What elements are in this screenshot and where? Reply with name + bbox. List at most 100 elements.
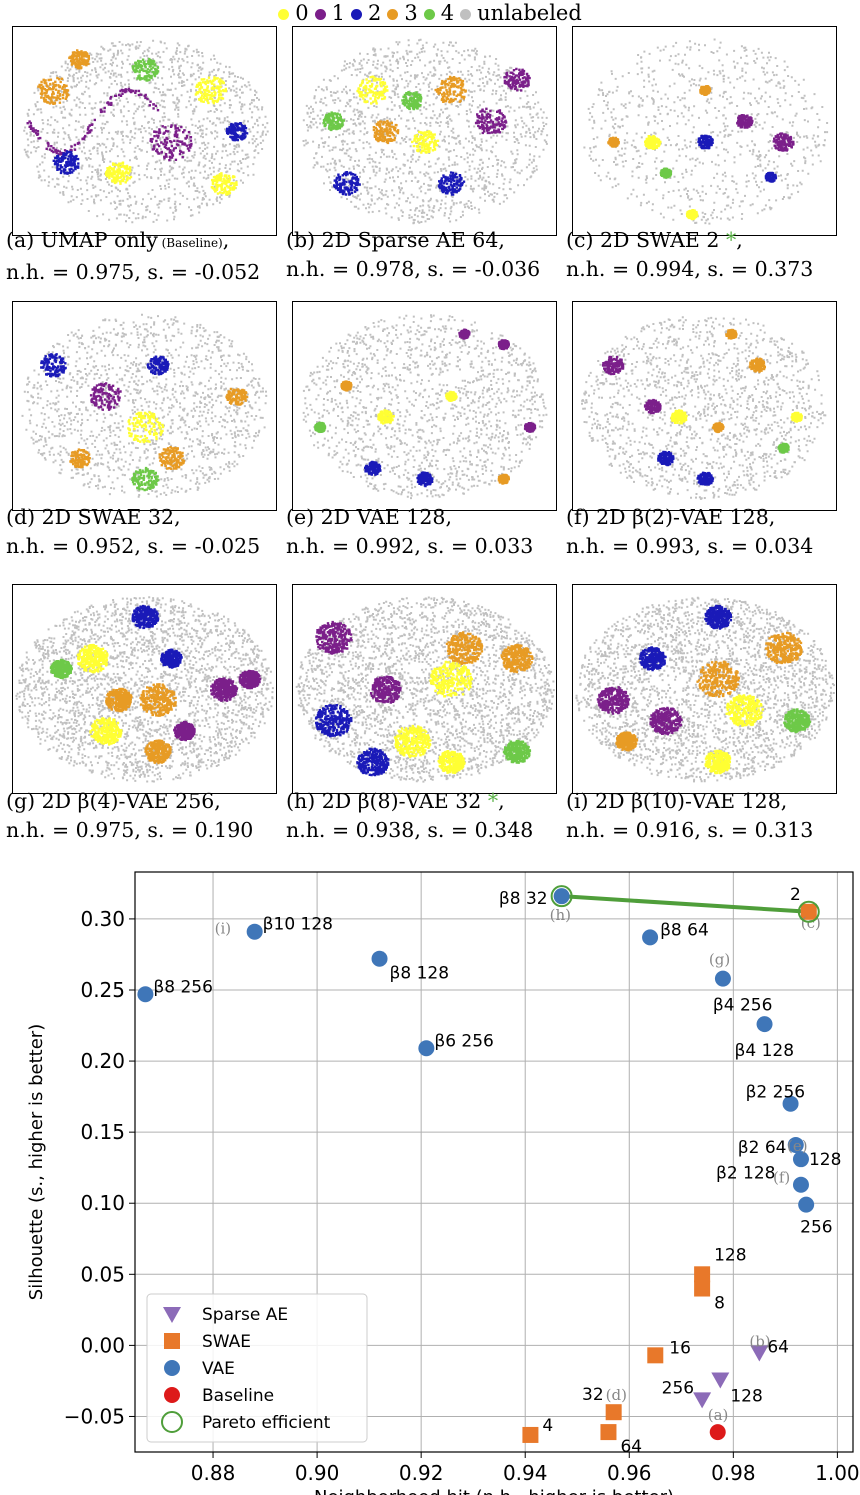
class-1-points	[772, 132, 795, 152]
embedding-plot-f	[572, 301, 837, 511]
class-2-points	[146, 355, 170, 376]
class-1-points	[458, 328, 471, 340]
pareto-marker	[797, 900, 820, 923]
embedding-plot-a	[12, 26, 277, 236]
class-1-points	[649, 706, 683, 736]
class-3-points	[445, 631, 484, 665]
embedding-plot-c	[572, 26, 837, 236]
caption-line1: (e) 2D VAE 128,	[286, 505, 452, 529]
legend-label: 0	[295, 1, 309, 25]
embedding-points	[21, 313, 268, 498]
point-label: β2 128	[716, 1164, 776, 1184]
embedding-plot-b	[292, 26, 557, 236]
point-label: 256	[662, 1378, 694, 1398]
panel-reference: (e)	[787, 1137, 808, 1155]
class-4-points	[322, 111, 346, 132]
point-label: β4 256	[713, 996, 773, 1016]
point-label: 64	[620, 1437, 642, 1457]
embedding-points	[302, 314, 548, 500]
caption-line1: (c) 2D SWAE 2 *,	[566, 228, 743, 252]
point-label: β2 256	[746, 1083, 806, 1103]
legend-marker	[161, 1411, 183, 1433]
caption-e: (e) 2D VAE 128, n.h. = 0.992, s. = 0.033	[286, 503, 574, 561]
point-label: β2 64	[738, 1138, 787, 1158]
class-3-points	[158, 446, 186, 470]
class-2-points	[225, 122, 249, 142]
point-label: 32	[582, 1385, 604, 1405]
caption-line1: (h) 2D β(8)-VAE 32 *,	[286, 789, 505, 813]
class-2-points	[639, 646, 667, 672]
swae-point	[694, 1280, 711, 1297]
vae-point	[246, 923, 263, 940]
sparse-ae-point	[711, 1372, 730, 1389]
legend-item-unlabeled: unlabeled	[460, 1, 582, 25]
vae-point	[553, 888, 570, 905]
vae-point	[371, 950, 388, 967]
class-3-points	[615, 731, 639, 752]
class-2-points	[696, 471, 715, 486]
point-label: β8 256	[153, 977, 213, 997]
point-label: 16	[669, 1338, 691, 1358]
class-2-points	[160, 648, 183, 669]
class-4-points	[401, 91, 423, 111]
class-1-points	[238, 669, 262, 690]
y-tick-label: 0.15	[80, 1120, 125, 1144]
class-4-points	[783, 708, 812, 734]
class-4-points	[502, 739, 532, 764]
class-1-points	[601, 355, 625, 376]
caption-h: (h) 2D β(8)-VAE 32 *, n.h. = 0.938, s. = …	[286, 787, 574, 845]
caption-f: (f) 2D β(2)-VAE 128, n.h. = 0.993, s. = 0…	[566, 503, 854, 561]
class-3-points	[725, 328, 738, 340]
swae-point	[647, 1347, 664, 1364]
x-axis-label: Neighborhood hit (n.h., higher is better…	[314, 1487, 674, 1495]
x-tick-label: 0.94	[503, 1461, 548, 1485]
y-tick-label: 0.30	[80, 907, 125, 931]
class-1-points	[497, 339, 510, 351]
panel-reference: (h)	[550, 906, 571, 924]
unlabeled-points	[302, 314, 548, 500]
swae-point	[522, 1426, 539, 1443]
vae-point	[137, 986, 154, 1003]
point-label: β8 128	[390, 964, 450, 984]
legend-marker	[164, 1333, 180, 1349]
class-2-points	[356, 747, 390, 777]
class-3-points	[144, 739, 172, 765]
y-tick-label: −0.05	[64, 1404, 125, 1428]
vae-point	[787, 1136, 804, 1153]
caption-d: (d) 2D SWAE 32, n.h. = 0.952, s. = -0.025	[6, 503, 294, 561]
legend-marker	[164, 1360, 180, 1376]
class-3-points	[225, 387, 249, 406]
pareto-star: *	[487, 789, 499, 813]
vae-point	[798, 1196, 815, 1213]
unlabeled-points	[295, 596, 555, 783]
y-tick-label: 0.00	[80, 1333, 125, 1357]
caption-g: (g) 2D β(4)-VAE 256, n.h. = 0.975, s. = 0…	[6, 787, 294, 845]
panel-reference: (d)	[606, 1386, 627, 1404]
caption-line1: (f) 2D β(2)-VAE 128,	[566, 505, 776, 529]
x-tick-label: 0.92	[399, 1461, 444, 1485]
legend-dot	[314, 9, 326, 20]
class-4-points	[314, 421, 327, 433]
class-2-points	[131, 604, 160, 630]
class-2-points	[697, 134, 714, 150]
class-1-points	[596, 686, 631, 715]
point-label: 128	[730, 1387, 762, 1407]
class-2-points	[52, 150, 80, 175]
caption-line1: (g) 2D β(4)-VAE 256,	[6, 789, 221, 813]
caption-line1: (a) UMAP only (Baseline),	[6, 228, 230, 252]
x-tick-label: 0.96	[607, 1461, 652, 1485]
swae-point	[600, 1424, 617, 1441]
class-1-points	[474, 107, 508, 135]
caption-c: (c) 2D SWAE 2 *, n.h. = 0.994, s. = 0.373	[566, 226, 854, 284]
pareto-scatter-chart: 0.88 0.90 0.92 0.94 0.96 0.98 1.00 −0.05 0.00 0.0…	[26, 871, 860, 1495]
vae-point	[714, 970, 731, 987]
class-0-points	[725, 694, 764, 727]
x-tick-label: 0.98	[711, 1461, 756, 1485]
legend-dot	[423, 9, 435, 20]
class-3-points	[37, 76, 70, 105]
panel-reference: (f)	[773, 1169, 790, 1187]
pareto-marker	[550, 885, 573, 908]
swae-point	[605, 1404, 622, 1421]
point-label: 2	[790, 885, 801, 905]
panel-reference: (g)	[709, 951, 730, 969]
